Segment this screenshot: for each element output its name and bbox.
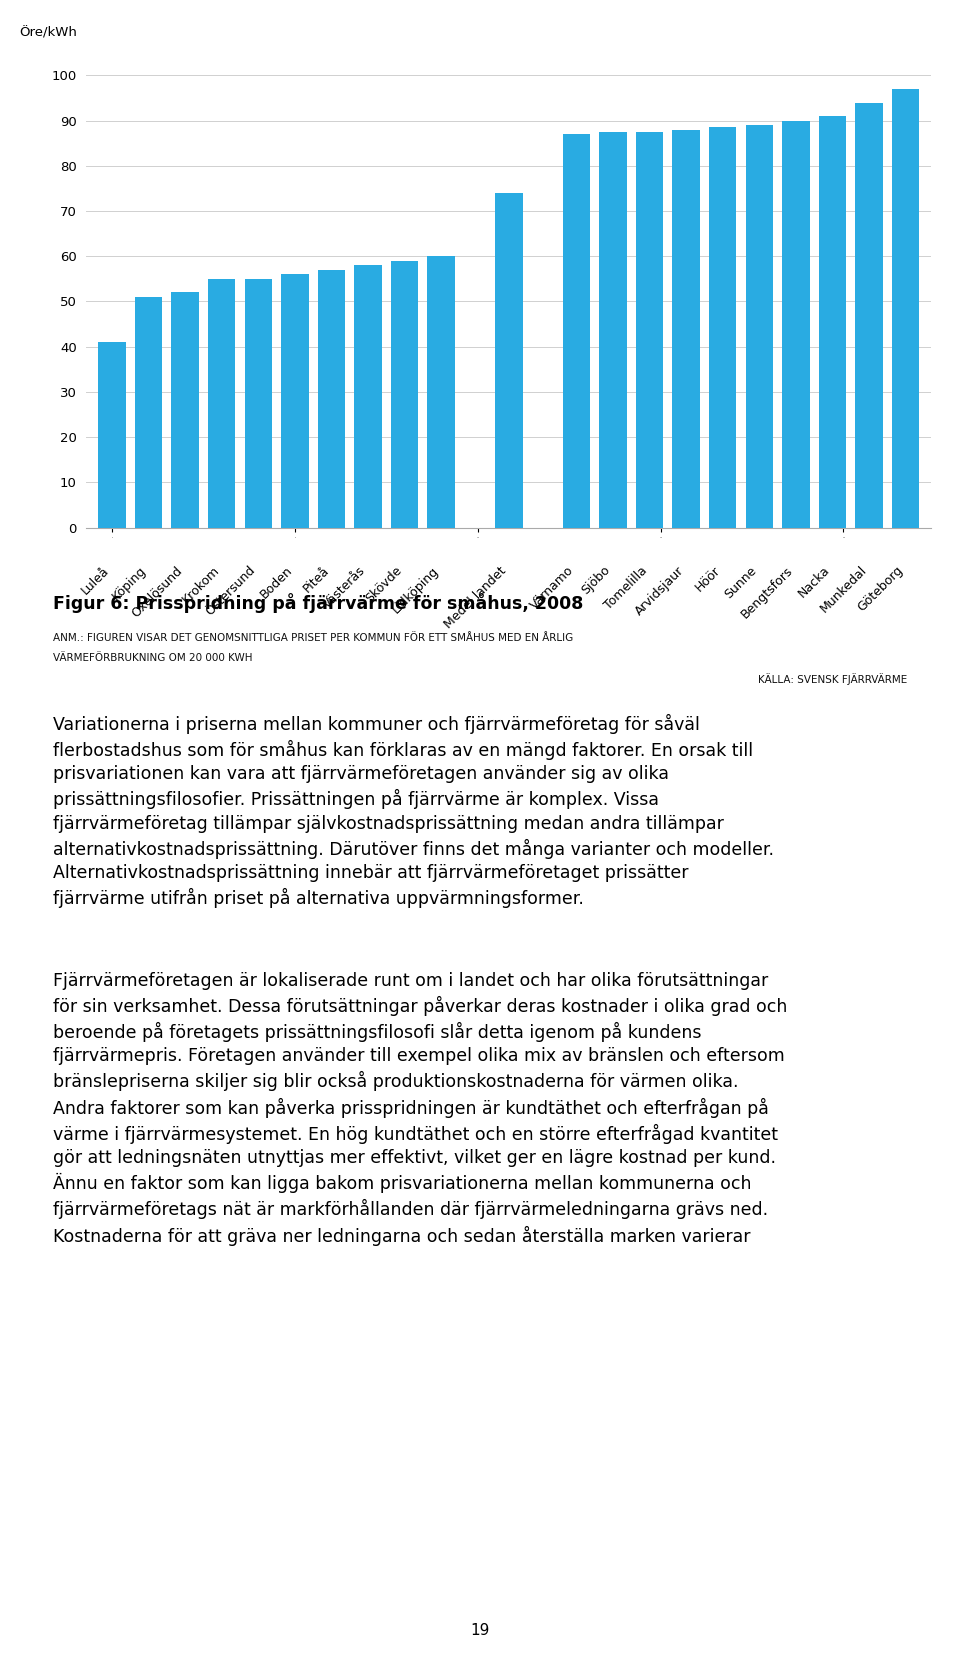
- Text: Sunne: Sunne: [722, 564, 759, 601]
- Text: Östersund: Östersund: [204, 564, 258, 618]
- Text: VÄRMEFÖRBRUKNING OM 20 000 KWH: VÄRMEFÖRBRUKNING OM 20 000 KWH: [53, 653, 252, 663]
- Text: Höör: Höör: [692, 564, 723, 595]
- Bar: [599, 132, 627, 528]
- Text: Köping: Köping: [109, 564, 149, 603]
- Bar: [855, 102, 883, 528]
- Bar: [98, 342, 126, 528]
- Text: Sjöbo: Sjöbo: [579, 564, 613, 598]
- Text: Oxelösund: Oxelösund: [130, 564, 185, 620]
- Text: Värnamo: Värnamo: [528, 564, 576, 613]
- Text: Arvidsjaur: Arvidsjaur: [633, 564, 686, 618]
- Bar: [892, 89, 920, 528]
- Bar: [672, 129, 700, 528]
- Text: Nacka: Nacka: [796, 564, 832, 600]
- Bar: [819, 116, 846, 528]
- Bar: [746, 126, 773, 528]
- Bar: [709, 127, 736, 528]
- Text: Öre/kWh: Öre/kWh: [19, 27, 77, 39]
- Bar: [354, 265, 382, 528]
- Bar: [495, 193, 522, 528]
- Text: Boden: Boden: [257, 564, 295, 601]
- Bar: [281, 275, 308, 528]
- Bar: [208, 278, 235, 528]
- Text: Medel landet: Medel landet: [442, 564, 509, 630]
- Text: 19: 19: [470, 1623, 490, 1638]
- Text: Variationerna i priserna mellan kommuner och fjärrvärmeföretag för såväl
flerbos: Variationerna i priserna mellan kommuner…: [53, 714, 774, 908]
- Text: Göteborg: Göteborg: [855, 564, 905, 615]
- Text: Tomelilla: Tomelilla: [602, 564, 650, 611]
- Bar: [391, 261, 419, 528]
- Bar: [172, 293, 199, 528]
- Bar: [318, 270, 346, 528]
- Bar: [245, 278, 272, 528]
- Text: Krokom: Krokom: [180, 564, 222, 606]
- Text: Figur 6: Prisspridning på fjärrvärme för småhus, 2008: Figur 6: Prisspridning på fjärrvärme för…: [53, 593, 583, 613]
- Text: Bengtsfors: Bengtsfors: [739, 564, 796, 621]
- Text: Lidköping: Lidköping: [390, 564, 442, 615]
- Text: Luleå: Luleå: [79, 564, 112, 596]
- Text: Västerås: Västerås: [321, 564, 368, 611]
- Text: KÄLLA: SVENSK FJÄRRVÄRME: KÄLLA: SVENSK FJÄRRVÄRME: [758, 673, 907, 685]
- Text: Piteå: Piteå: [300, 564, 331, 595]
- Bar: [563, 134, 590, 528]
- Bar: [134, 296, 162, 528]
- Bar: [427, 256, 455, 528]
- Text: ANM.: FIGUREN VISAR DET GENOMSNITTLIGA PRISET PER KOMMUN FÖR ETT SMÅHUS MED EN Å: ANM.: FIGUREN VISAR DET GENOMSNITTLIGA P…: [53, 633, 573, 643]
- Text: Munkedal: Munkedal: [817, 564, 869, 616]
- Text: Skövde: Skövde: [363, 564, 404, 605]
- Text: Fjärrvärmeföretagen är lokaliserade runt om i landet och har olika förutsättning: Fjärrvärmeföretagen är lokaliserade runt…: [53, 971, 787, 1246]
- Bar: [636, 132, 663, 528]
- Bar: [782, 121, 809, 528]
